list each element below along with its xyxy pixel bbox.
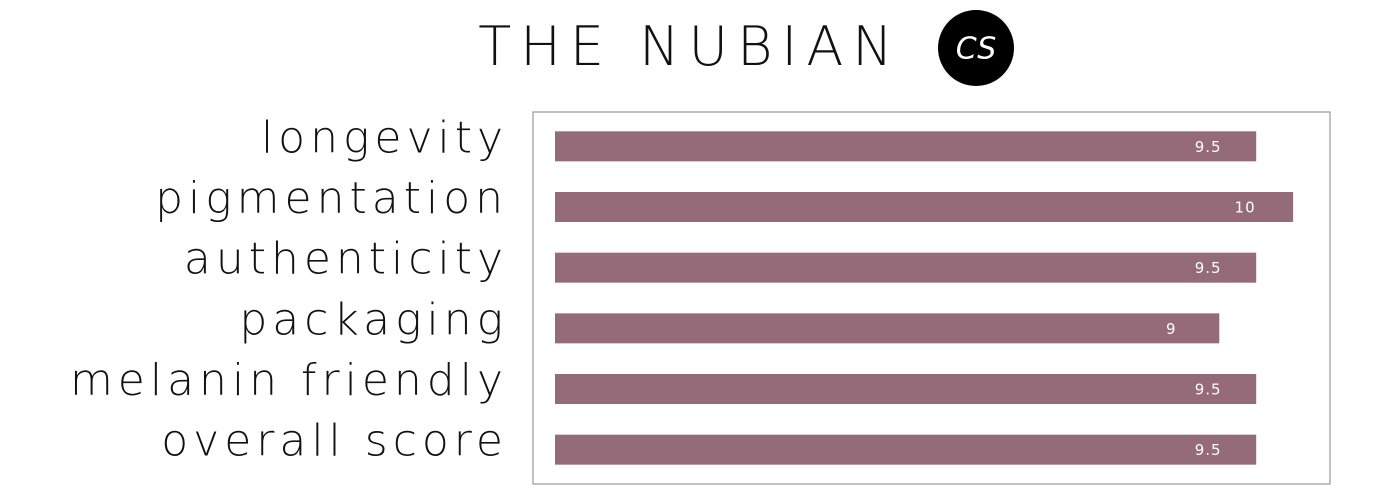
bar [555, 192, 1294, 222]
bar [555, 434, 1257, 465]
bar [555, 131, 1257, 162]
logo-text: CS [956, 32, 997, 67]
bar [555, 313, 1220, 344]
bar [555, 374, 1257, 404]
chart-title: THE NUBIAN [478, 15, 901, 78]
value-label: 10 [1235, 199, 1256, 217]
value-label: 9.5 [1195, 259, 1222, 277]
logo-badge [938, 10, 1014, 86]
value-label: 9 [1166, 320, 1177, 338]
category-label: pigmentation [155, 173, 508, 224]
plot-frame [532, 111, 1331, 485]
value-label: 9.5 [1195, 138, 1222, 156]
value-label: 9.5 [1195, 381, 1222, 399]
category-label: overall score [161, 416, 508, 467]
category-label: packaging [239, 294, 508, 345]
category-label: longevity [261, 112, 508, 163]
value-label: 9.5 [1195, 441, 1222, 459]
category-label: melanin friendly [70, 355, 508, 406]
category-label: authenticity [184, 234, 508, 285]
bar [555, 252, 1257, 283]
